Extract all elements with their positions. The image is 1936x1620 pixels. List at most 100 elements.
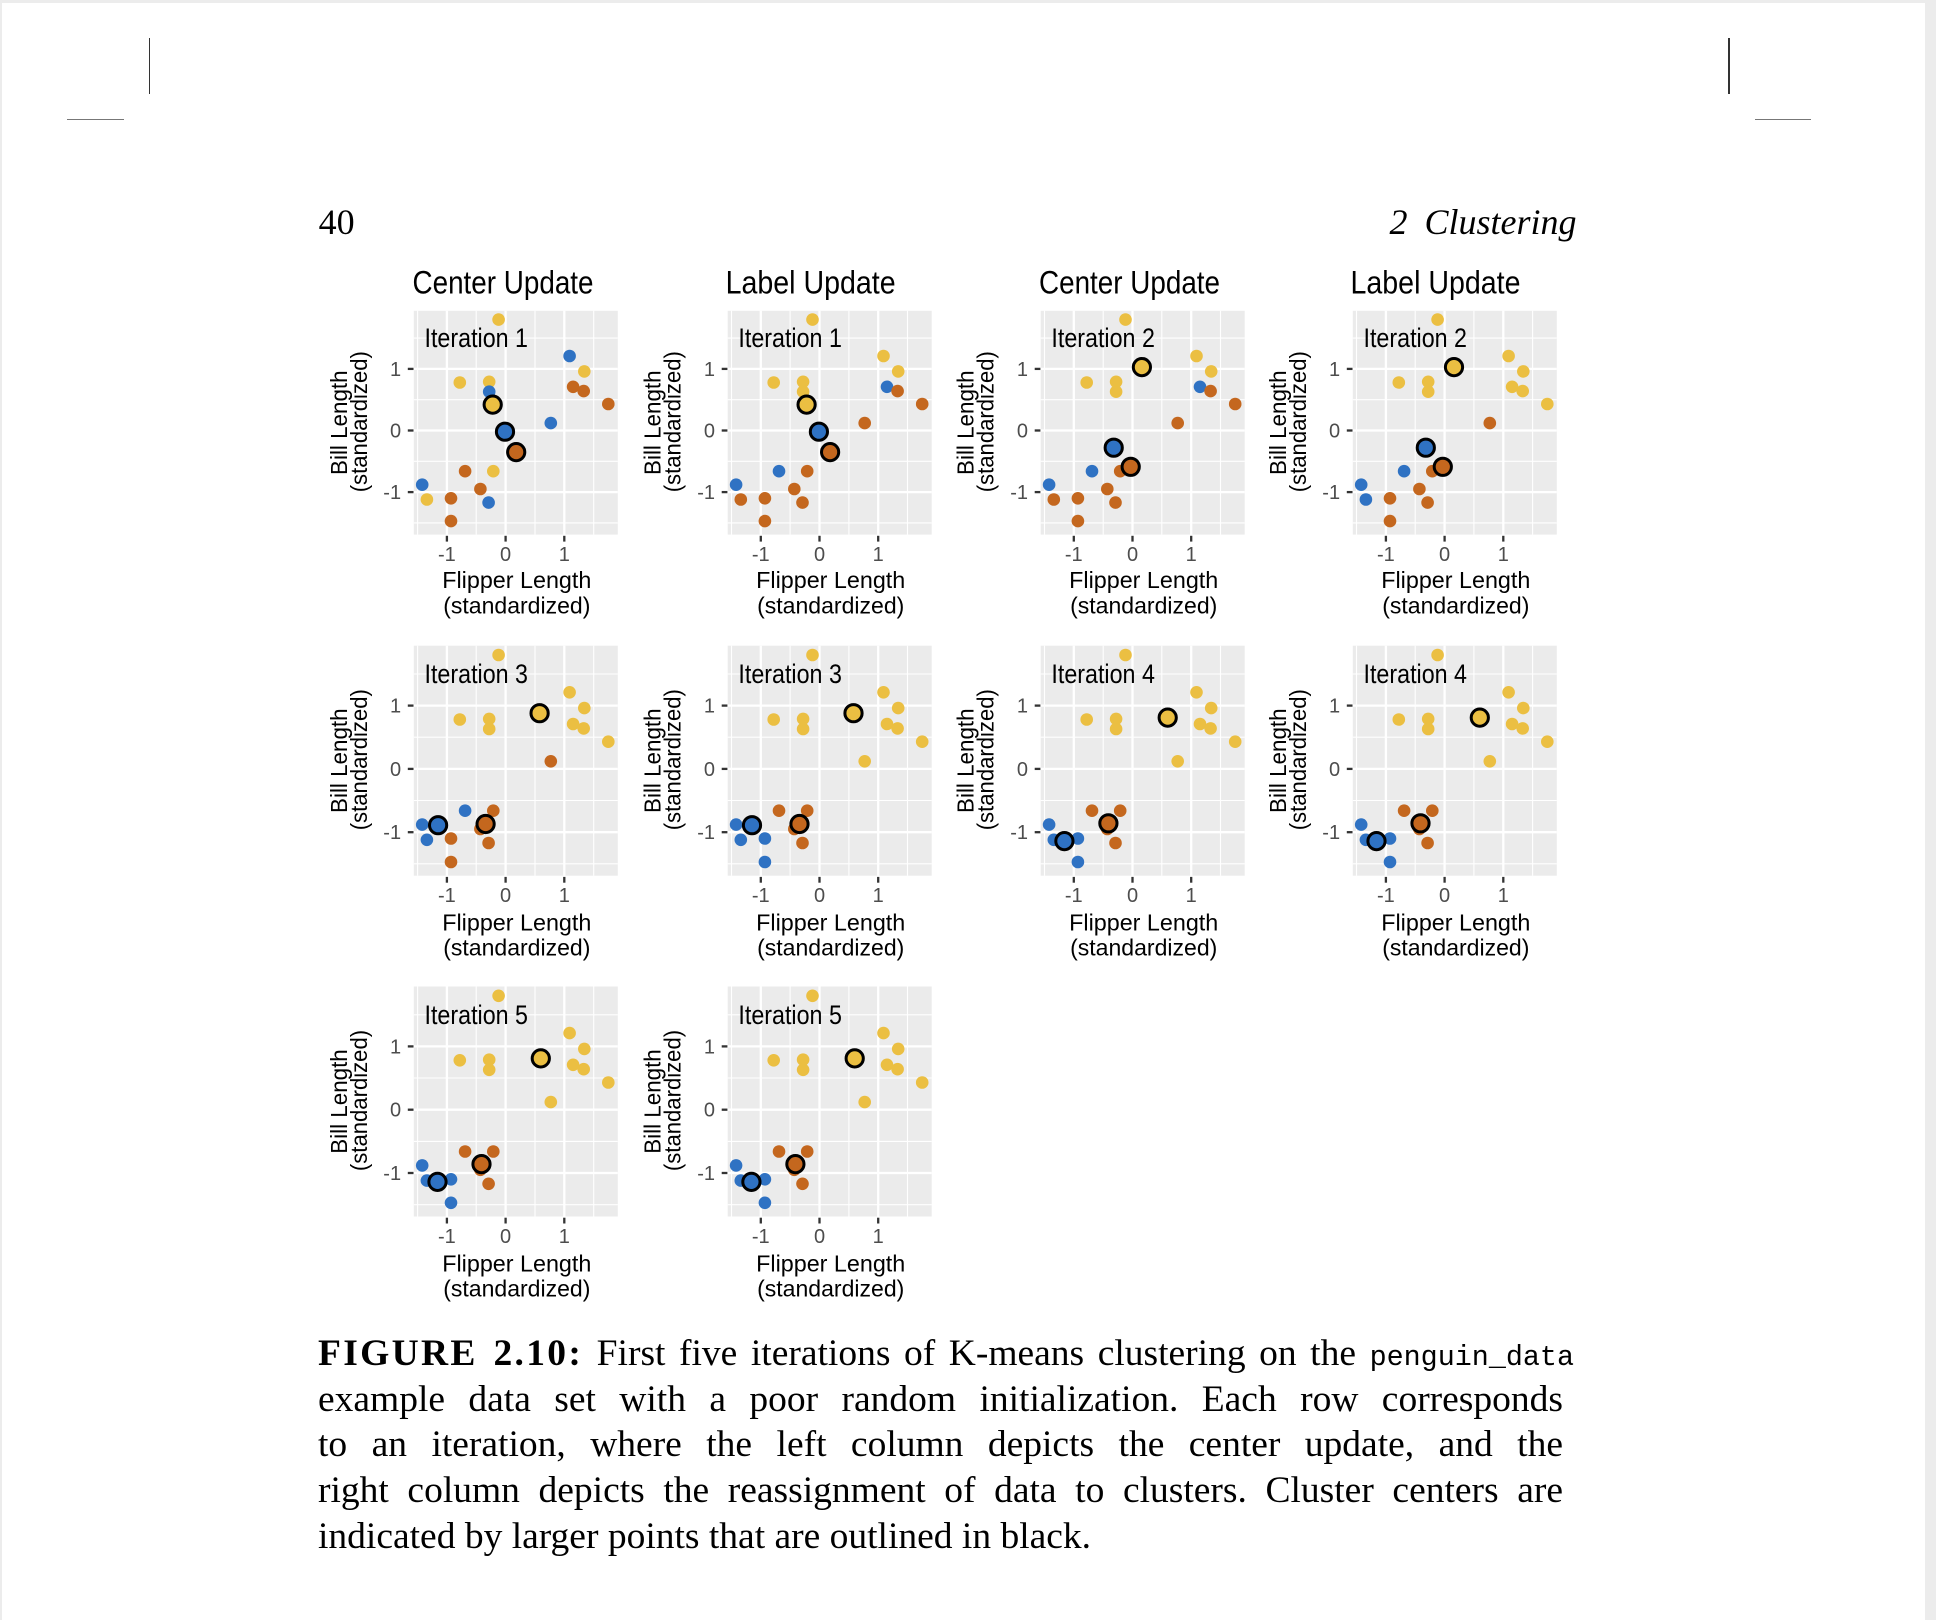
svg-text:Flipper Length: Flipper Length	[442, 567, 591, 593]
svg-text:1: 1	[1186, 544, 1197, 566]
svg-text:Bill Length: Bill Length	[1265, 708, 1291, 813]
svg-text:0: 0	[1329, 759, 1340, 781]
svg-text:-1: -1	[1010, 822, 1028, 844]
svg-text:Bill Length: Bill Length	[1265, 370, 1291, 475]
svg-text:Bill Length: Bill Length	[953, 708, 979, 813]
svg-text:-1: -1	[438, 885, 456, 907]
svg-text:Bill Length: Bill Length	[640, 1049, 666, 1154]
svg-text:Flipper Length: Flipper Length	[756, 1250, 905, 1276]
svg-text:-1: -1	[1010, 482, 1028, 504]
svg-text:Flipper Length: Flipper Length	[1069, 910, 1218, 936]
svg-text:Bill Length: Bill Length	[953, 370, 979, 475]
svg-text:Flipper Length: Flipper Length	[1381, 567, 1530, 593]
svg-text:-1: -1	[697, 482, 715, 504]
svg-text:Bill Length: Bill Length	[640, 370, 666, 475]
svg-text:-1: -1	[383, 822, 401, 844]
svg-text:0: 0	[1017, 420, 1028, 442]
svg-text:(standardized): (standardized)	[973, 689, 999, 830]
svg-text:0: 0	[814, 885, 825, 907]
svg-text:(standardized): (standardized)	[660, 689, 686, 830]
svg-text:(standardized): (standardized)	[1285, 689, 1311, 830]
svg-text:0: 0	[500, 885, 511, 907]
svg-text:-1: -1	[1377, 885, 1395, 907]
svg-text:-1: -1	[1065, 544, 1083, 566]
svg-text:Flipper Length: Flipper Length	[442, 1250, 591, 1276]
svg-text:Iteration 3: Iteration 3	[425, 659, 529, 689]
svg-text:0: 0	[704, 759, 715, 781]
svg-text:1: 1	[1329, 696, 1340, 718]
svg-text:1: 1	[704, 1036, 715, 1058]
svg-text:(standardized): (standardized)	[757, 1276, 904, 1302]
svg-text:0: 0	[704, 1100, 715, 1122]
svg-text:Center Update: Center Update	[1039, 265, 1220, 301]
svg-text:-1: -1	[1065, 885, 1083, 907]
svg-text:0: 0	[500, 544, 511, 566]
svg-text:0: 0	[814, 1226, 825, 1248]
svg-text:Iteration 1: Iteration 1	[425, 323, 529, 353]
svg-text:0: 0	[1017, 759, 1028, 781]
svg-text:1: 1	[390, 696, 401, 718]
svg-text:Iteration 1: Iteration 1	[738, 323, 842, 353]
svg-text:1: 1	[1498, 885, 1509, 907]
svg-text:Iteration 3: Iteration 3	[738, 659, 842, 689]
svg-text:0: 0	[1329, 420, 1340, 442]
svg-text:(standardized): (standardized)	[1070, 935, 1217, 961]
svg-text:0: 0	[390, 420, 401, 442]
svg-text:Flipper Length: Flipper Length	[1069, 567, 1218, 593]
svg-text:1: 1	[704, 359, 715, 381]
svg-text:Iteration 4: Iteration 4	[1051, 659, 1155, 689]
svg-text:(standardized): (standardized)	[757, 592, 904, 618]
svg-text:Bill Length: Bill Length	[326, 370, 352, 475]
svg-text:1: 1	[1329, 359, 1340, 381]
svg-text:-1: -1	[1322, 822, 1340, 844]
svg-text:(standardized): (standardized)	[660, 351, 686, 492]
svg-text:(standardized): (standardized)	[1070, 592, 1217, 618]
svg-text:0: 0	[814, 544, 825, 566]
svg-text:-1: -1	[383, 1163, 401, 1185]
svg-text:Flipper Length: Flipper Length	[1381, 910, 1530, 936]
svg-text:Center Update: Center Update	[413, 265, 594, 301]
svg-text:(standardized): (standardized)	[660, 1030, 686, 1171]
svg-text:-1: -1	[697, 822, 715, 844]
svg-text:-1: -1	[752, 885, 770, 907]
svg-text:-1: -1	[383, 482, 401, 504]
svg-text:Bill Length: Bill Length	[326, 1049, 352, 1154]
svg-text:0: 0	[390, 759, 401, 781]
svg-text:1: 1	[559, 885, 570, 907]
svg-text:1: 1	[1017, 359, 1028, 381]
svg-text:-1: -1	[438, 1226, 456, 1248]
svg-text:0: 0	[500, 1226, 511, 1248]
svg-text:Flipper Length: Flipper Length	[756, 567, 905, 593]
svg-text:Flipper Length: Flipper Length	[442, 910, 591, 936]
svg-text:Iteration 2: Iteration 2	[1364, 323, 1468, 353]
svg-text:-1: -1	[752, 1226, 770, 1248]
svg-text:Label Update: Label Update	[1351, 265, 1521, 301]
svg-text:(standardized): (standardized)	[443, 1276, 590, 1302]
svg-text:(standardized): (standardized)	[1382, 592, 1529, 618]
svg-text:(standardized): (standardized)	[757, 935, 904, 961]
svg-text:-1: -1	[697, 1163, 715, 1185]
svg-text:(standardized): (standardized)	[1285, 351, 1311, 492]
svg-text:1: 1	[559, 1226, 570, 1248]
svg-text:1: 1	[1498, 544, 1509, 566]
svg-text:1: 1	[873, 885, 884, 907]
svg-text:1: 1	[390, 359, 401, 381]
svg-text:-1: -1	[1377, 544, 1395, 566]
svg-text:(standardized): (standardized)	[973, 351, 999, 492]
svg-text:0: 0	[1439, 544, 1450, 566]
svg-text:(standardized): (standardized)	[1382, 935, 1529, 961]
svg-text:Bill Length: Bill Length	[326, 708, 352, 813]
svg-text:Iteration 5: Iteration 5	[425, 1000, 529, 1030]
svg-text:(standardized): (standardized)	[443, 592, 590, 618]
svg-text:1: 1	[1186, 885, 1197, 907]
svg-text:-1: -1	[1322, 482, 1340, 504]
svg-text:Flipper Length: Flipper Length	[756, 910, 905, 936]
svg-text:0: 0	[1439, 885, 1450, 907]
svg-text:(standardized): (standardized)	[346, 689, 372, 830]
svg-text:Iteration 5: Iteration 5	[738, 1000, 842, 1030]
svg-text:1: 1	[1017, 696, 1028, 718]
svg-text:(standardized): (standardized)	[443, 935, 590, 961]
svg-text:1: 1	[559, 544, 570, 566]
svg-text:Bill Length: Bill Length	[640, 708, 666, 813]
svg-text:1: 1	[873, 544, 884, 566]
